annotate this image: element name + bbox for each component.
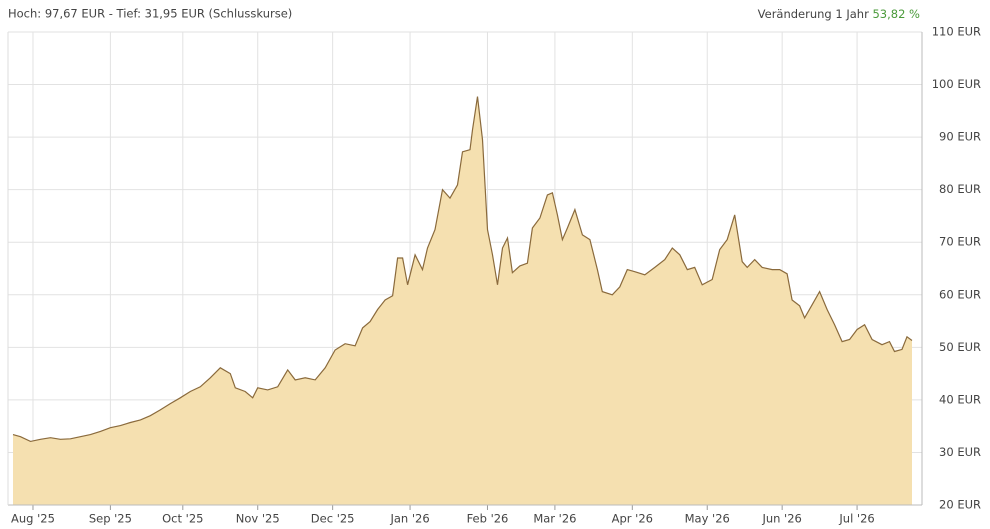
x-tick-label: Jan '26 <box>389 512 429 526</box>
x-tick-label: Mar '26 <box>533 512 576 526</box>
x-tick-label: May '26 <box>685 512 730 526</box>
x-tick-label: Dec '25 <box>311 512 355 526</box>
change-annotation: Veränderung 1 Jahr 53,82 % <box>758 7 920 21</box>
y-tick-label: 100 EUR <box>932 77 981 91</box>
y-tick-label: 80 EUR <box>939 182 981 196</box>
x-tick-label: Aug '25 <box>11 512 55 526</box>
x-tick-label: Feb '26 <box>467 512 509 526</box>
change-value: 53,82 % <box>872 7 920 21</box>
y-tick-label: 20 EUR <box>939 498 981 512</box>
y-tick-label: 40 EUR <box>939 392 981 406</box>
price-line <box>12 96 913 443</box>
x-tick-label: Sep '25 <box>89 512 132 526</box>
y-tick-label: 30 EUR <box>939 445 981 459</box>
x-tick-label: Jun '26 <box>761 512 801 526</box>
x-tick-label: Apr '26 <box>612 512 653 526</box>
y-tick-label: 90 EUR <box>939 130 981 144</box>
change-label: Veränderung 1 Jahr <box>758 7 869 21</box>
x-tick-label: Nov '25 <box>236 512 280 526</box>
y-tick-label: 50 EUR <box>939 340 981 354</box>
y-tick-label: 70 EUR <box>939 235 981 249</box>
area <box>13 96 912 505</box>
y-tick-label: 110 EUR <box>932 25 981 39</box>
x-tick-label: Jul '26 <box>838 512 874 526</box>
x-tick-label: Oct '25 <box>162 512 203 526</box>
chart-title: Hoch: 97,67 EUR - Tief: 31,95 EUR (Schlu… <box>8 7 292 21</box>
y-tick-label: 60 EUR <box>939 287 981 301</box>
